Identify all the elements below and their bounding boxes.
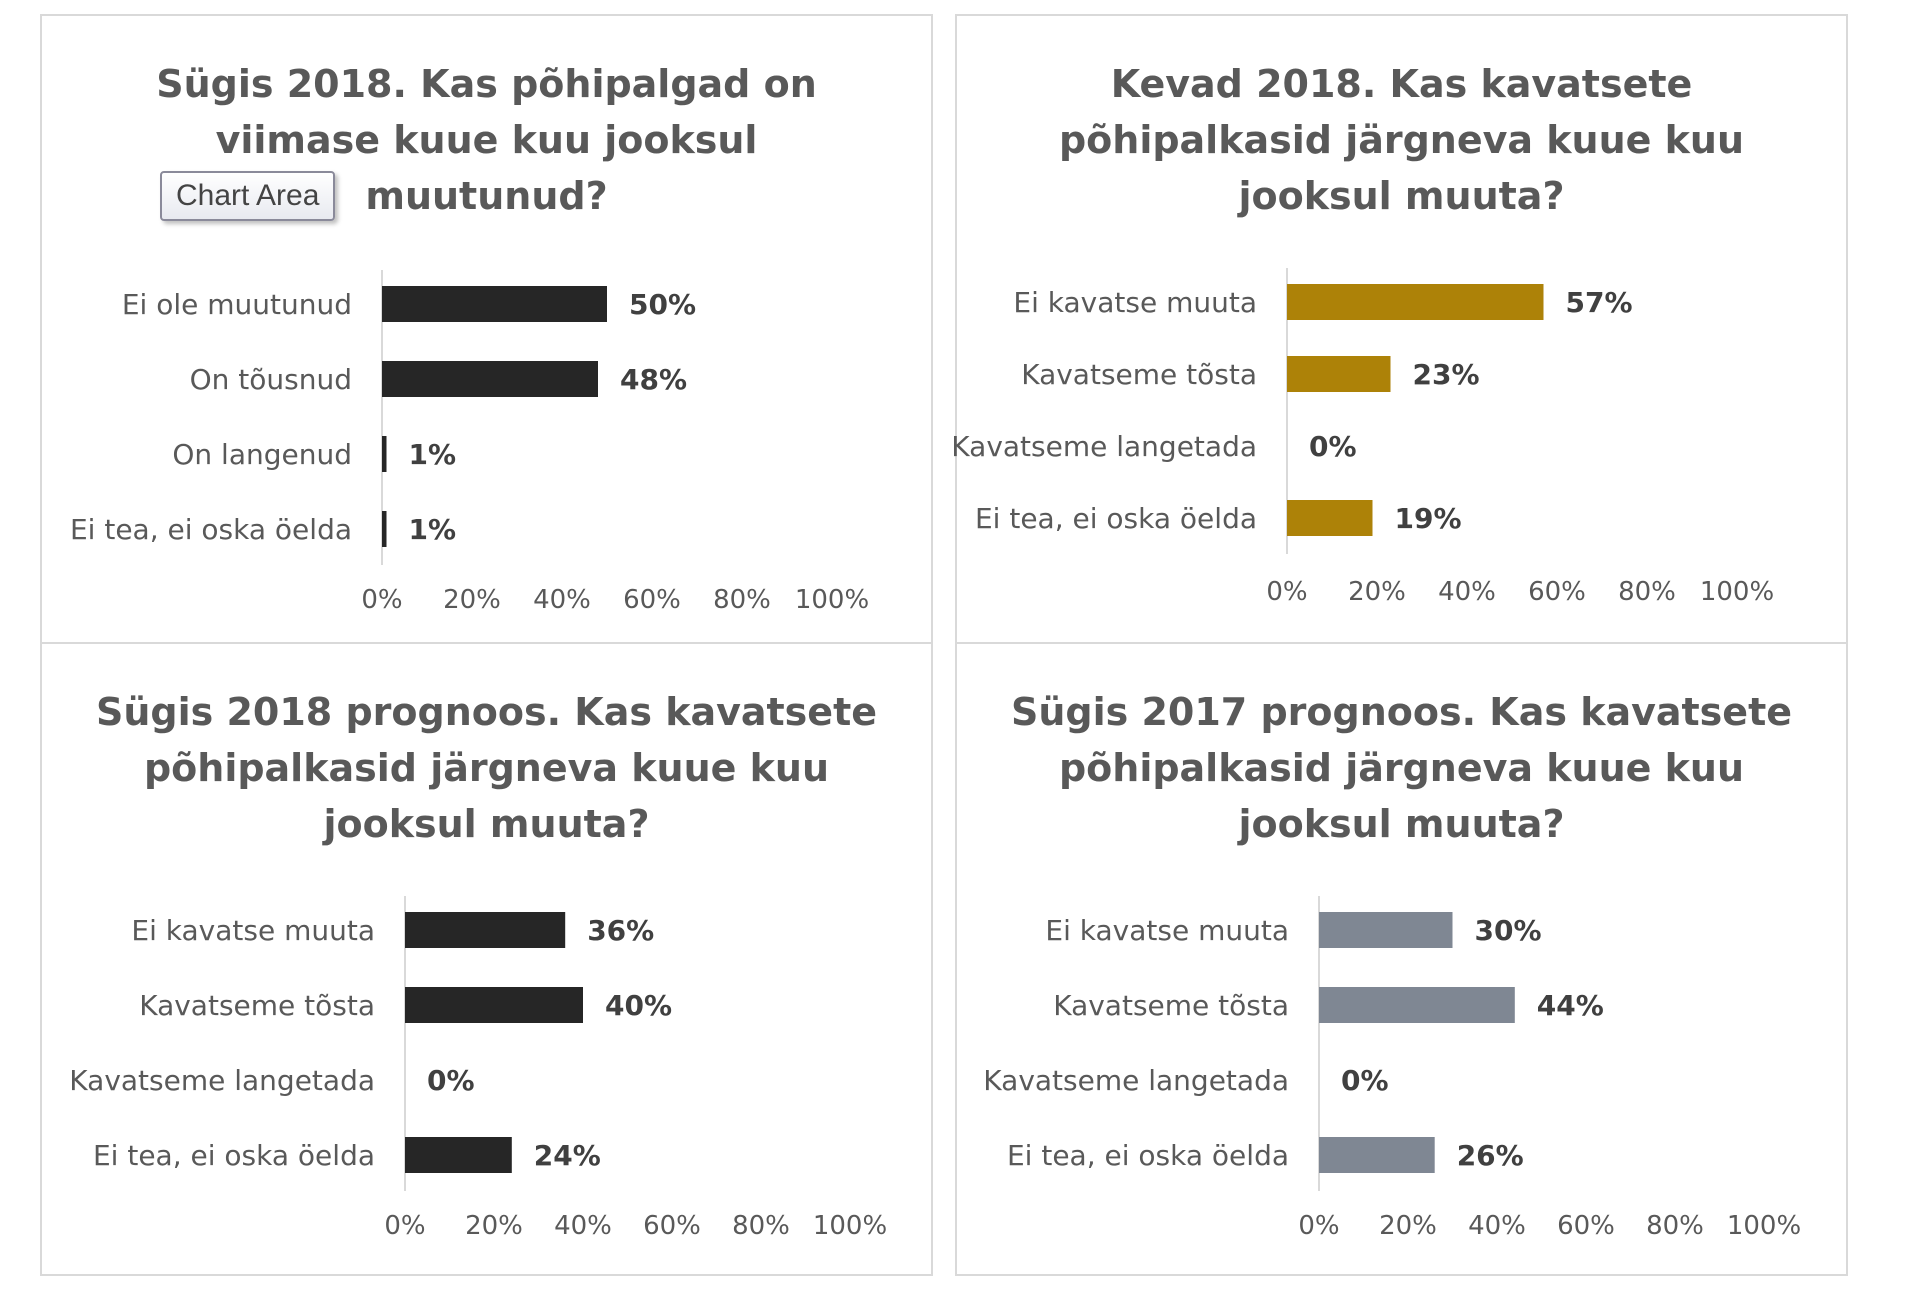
- x-tick-label: 40%: [554, 1211, 612, 1241]
- category-label: Kavatseme tõsta: [1021, 358, 1257, 391]
- data-label: 19%: [1395, 502, 1462, 535]
- category-label: Ei tea, ei oska öelda: [93, 1139, 375, 1172]
- bar: [382, 361, 598, 397]
- x-tick-label: 100%: [795, 585, 869, 615]
- bar: [405, 987, 583, 1023]
- x-tick-label: 20%: [465, 1211, 523, 1241]
- bar: [382, 511, 387, 547]
- x-tick-label: 60%: [1557, 1211, 1615, 1241]
- data-label: 0%: [1309, 430, 1357, 463]
- category-label: On tõusnud: [190, 363, 352, 396]
- data-label: 23%: [1413, 358, 1480, 391]
- bar: [405, 912, 566, 948]
- x-tick-label: 0%: [384, 1211, 425, 1241]
- data-label: 26%: [1457, 1139, 1524, 1172]
- x-tick-label: 40%: [1438, 577, 1496, 607]
- x-tick-label: 80%: [732, 1211, 790, 1241]
- bar: [1319, 912, 1453, 948]
- chart-title: Sügis 2018 prognoos. Kas kavatsete põhip…: [95, 690, 878, 846]
- category-label: On langenud: [172, 438, 352, 471]
- chart-panel-2[interactable]: Kevad 2018. Kas kavatsete põhipalkasid j…: [951, 14, 1848, 644]
- data-label: 30%: [1475, 914, 1542, 947]
- x-tick-label: 20%: [1348, 577, 1406, 607]
- x-tick-label: 100%: [1700, 577, 1774, 607]
- x-tick-label: 80%: [713, 585, 771, 615]
- category-label: Kavatseme tõsta: [1053, 989, 1289, 1022]
- bar-chart-plot: Ei ole muutunud 50% On tõusnud 48% On langen…: [70, 270, 869, 615]
- bar: [382, 286, 607, 322]
- data-label: 1%: [409, 438, 457, 471]
- bar: [1319, 987, 1515, 1023]
- chart-panel-1[interactable]: Sügis 2018. Kas põhipalgad on viimase ku…: [40, 14, 933, 644]
- x-tick-label: 60%: [623, 585, 681, 615]
- chart-panel-3[interactable]: Sügis 2018 prognoos. Kas kavatsete põhip…: [40, 642, 933, 1276]
- data-label: 1%: [409, 513, 457, 546]
- data-label: 24%: [534, 1139, 601, 1172]
- chart-title: Sügis 2018. Kas põhipalgad on viimase ku…: [156, 62, 817, 218]
- data-label: 57%: [1566, 286, 1633, 319]
- category-label: Ei kavatse muuta: [1013, 286, 1257, 319]
- chart-panel-4[interactable]: Sügis 2017 prognoos. Kas kavatsete põhip…: [955, 642, 1848, 1276]
- x-tick-label: 0%: [361, 585, 402, 615]
- x-tick-label: 60%: [643, 1211, 701, 1241]
- category-label: Ei kavatse muuta: [1045, 914, 1289, 947]
- data-label: 48%: [620, 363, 687, 396]
- bar: [1287, 356, 1391, 392]
- chart-title: Kevad 2018. Kas kavatsete põhipalkasid j…: [1058, 62, 1745, 218]
- category-label: Ei ole muutunud: [122, 288, 352, 321]
- x-tick-label: 20%: [1379, 1211, 1437, 1241]
- bar: [1319, 1137, 1435, 1173]
- data-label: 44%: [1537, 989, 1604, 1022]
- chart-title: Sügis 2017 prognoos. Kas kavatsete põhip…: [1010, 690, 1793, 846]
- x-tick-label: 60%: [1528, 577, 1586, 607]
- data-label: 0%: [1341, 1064, 1389, 1097]
- bar-chart-plot: Ei kavatse muuta 30% Kavatseme tõsta 44% Kav…: [983, 896, 1801, 1241]
- x-tick-label: 80%: [1618, 577, 1676, 607]
- x-tick-label: 40%: [533, 585, 591, 615]
- category-label: Kavatseme langetada: [983, 1064, 1289, 1097]
- bar: [1287, 284, 1544, 320]
- bar-chart-plot: Ei kavatse muuta 57% Kavatseme tõsta 23% Kav…: [951, 268, 1774, 607]
- x-tick-label: 100%: [1727, 1211, 1801, 1241]
- bar: [1287, 500, 1373, 536]
- category-label: Ei tea, ei oska öelda: [975, 502, 1257, 535]
- bar-chart-plot: Ei kavatse muuta 36% Kavatseme tõsta 40% Kav…: [69, 896, 887, 1241]
- chart-area-tooltip: Chart Area: [160, 171, 336, 221]
- bar: [382, 436, 387, 472]
- category-label: Kavatseme langetada: [69, 1064, 375, 1097]
- data-label: 0%: [427, 1064, 475, 1097]
- category-label: Kavatseme langetada: [951, 430, 1257, 463]
- x-tick-label: 100%: [813, 1211, 887, 1241]
- data-label: 40%: [605, 989, 672, 1022]
- x-tick-label: 0%: [1298, 1211, 1339, 1241]
- x-tick-label: 40%: [1468, 1211, 1526, 1241]
- data-label: 36%: [587, 914, 654, 947]
- x-tick-label: 0%: [1266, 577, 1307, 607]
- x-tick-label: 80%: [1646, 1211, 1704, 1241]
- x-tick-label: 20%: [443, 585, 501, 615]
- category-label: Ei kavatse muuta: [131, 914, 375, 947]
- bar: [405, 1137, 512, 1173]
- category-label: Ei tea, ei oska öelda: [70, 513, 352, 546]
- category-label: Ei tea, ei oska öelda: [1007, 1139, 1289, 1172]
- data-label: 50%: [629, 288, 696, 321]
- category-label: Kavatseme tõsta: [139, 989, 375, 1022]
